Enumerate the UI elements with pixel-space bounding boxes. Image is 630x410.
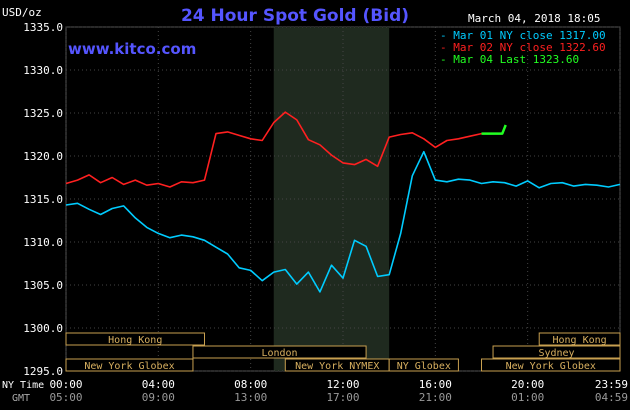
- nymex-shaded-region: [273, 27, 390, 371]
- gmt-tick-label: 04:59: [595, 391, 628, 404]
- legend-item-mar04: - Mar 04 Last 1323.60: [440, 53, 579, 66]
- timestamp: March 04, 2018 18:05: [468, 12, 600, 25]
- legend-item-mar01: - Mar 01 NY close 1317.00: [440, 29, 606, 42]
- legend-marker: -: [440, 41, 453, 54]
- y-tick-label: 1300.0: [23, 322, 63, 335]
- gmt-axis-label: GMT: [12, 393, 30, 404]
- x-tick-label: 12:00: [326, 378, 359, 391]
- y-tick-label: 1335.0: [23, 21, 63, 34]
- session-label: Sydney: [538, 348, 574, 359]
- gmt-tick-label: 17:00: [326, 391, 359, 404]
- session-bar: [192, 345, 367, 359]
- gmt-tick-label: 13:00: [234, 391, 267, 404]
- legend-label: Mar 04 Last 1323.60: [453, 53, 579, 66]
- y-tick-label: 1295.0: [23, 365, 63, 378]
- x-tick-label: 23:59: [595, 378, 628, 391]
- series-line-3: [481, 124, 507, 135]
- ny-time-axis-label: NY Time: [2, 380, 44, 391]
- session-label: New York Globex: [506, 361, 596, 372]
- grid-lines: [65, 26, 621, 372]
- series-lines: [65, 111, 621, 293]
- unit-label: USD/oz: [2, 6, 42, 19]
- legend: - Mar 01 NY close 1317.00 - Mar 02 NY cl…: [440, 29, 606, 66]
- session-bars: Hong Kong London New York Globex New York N…: [65, 332, 621, 372]
- session-label: New York NYMEX: [295, 361, 379, 372]
- gmt-tick-label: 05:00: [49, 391, 82, 404]
- gmt-tick-label: 09:00: [142, 391, 175, 404]
- y-tick-label: 1325.0: [23, 107, 63, 120]
- session-bar: [481, 358, 621, 372]
- y-tick-label: 1320.0: [23, 150, 63, 163]
- session-bar: [388, 358, 459, 372]
- series-line-2: [65, 111, 482, 188]
- gmt-tick-label: 21:00: [419, 391, 452, 404]
- y-tick-label: 1310.0: [23, 236, 63, 249]
- y-tick-label: 1315.0: [23, 193, 63, 206]
- session-label: London: [261, 348, 297, 359]
- session-bar: [538, 332, 621, 346]
- legend-marker: -: [440, 53, 453, 66]
- session-label: Hong Kong: [553, 335, 607, 346]
- session-label: NY Globex: [397, 361, 451, 372]
- x-tick-label: 08:00: [234, 378, 267, 391]
- legend-label: Mar 02 NY close 1322.60: [453, 41, 605, 54]
- y-tick-label: 1330.0: [23, 64, 63, 77]
- chart-title: 24 Hour Spot Gold (Bid): [181, 6, 409, 26]
- y-tick-label: 1305.0: [23, 279, 63, 292]
- x-tick-label: 20:00: [511, 378, 544, 391]
- legend-item-mar02: - Mar 02 NY close 1322.60: [440, 41, 606, 54]
- session-label: Hong Kong: [108, 335, 162, 346]
- y-tick-labels: 1295.0 1300.0 1305.0 1310.0 1315.0 1320.0 1325…: [23, 21, 63, 378]
- session-bar: [65, 358, 194, 372]
- x-tick-label: 04:00: [142, 378, 175, 391]
- website-label: www.kitco.com: [68, 40, 196, 58]
- x-tick-label: 16:00: [419, 378, 452, 391]
- session-bar: [65, 332, 205, 346]
- legend-marker: -: [440, 29, 453, 42]
- series-line-1: [65, 150, 621, 293]
- session-bar: [492, 345, 621, 359]
- legend-label: Mar 01 NY close 1317.00: [453, 29, 605, 42]
- gmt-tick-label: 01:00: [511, 391, 544, 404]
- session-label: New York Globex: [84, 361, 174, 372]
- x-tick-label: 00:00: [49, 378, 82, 391]
